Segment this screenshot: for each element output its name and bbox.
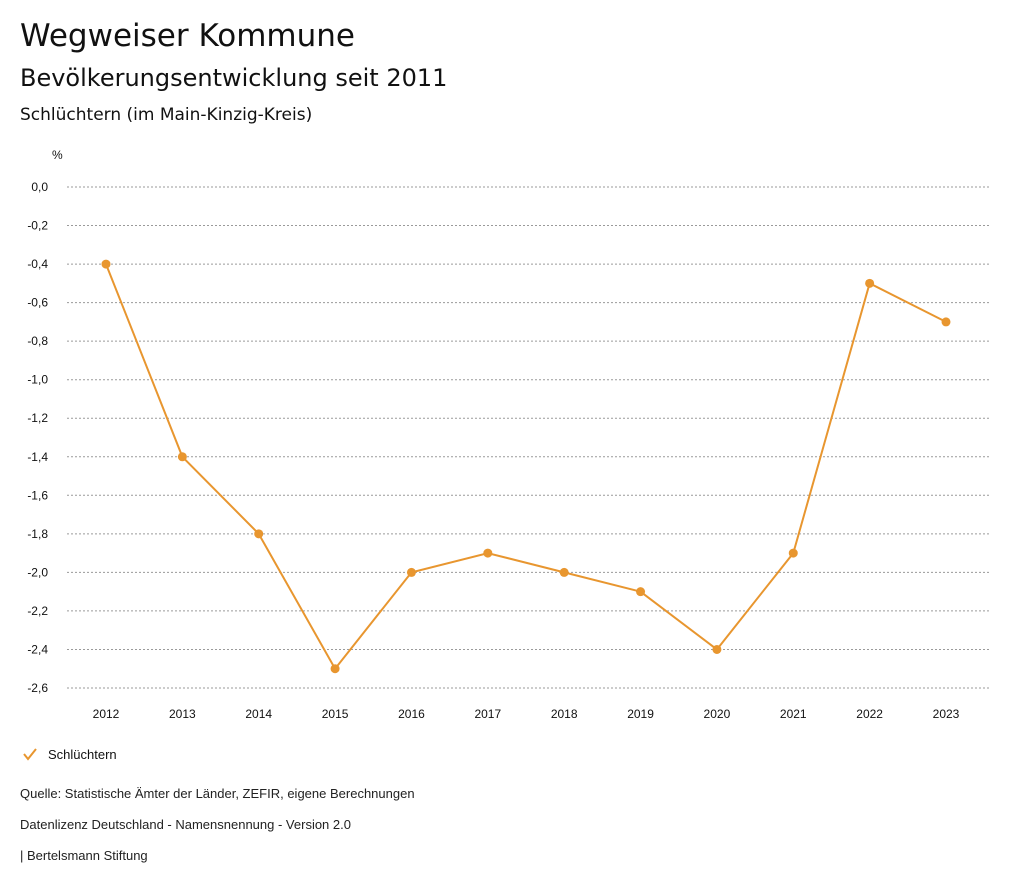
x-tick-label: 2022 xyxy=(856,707,883,721)
x-axis-ticks: 2012 2013 2014 2015 2016 2017 2018 2019 2020 2021… xyxy=(93,707,960,721)
grid-lines xyxy=(67,186,990,689)
legend-label: Schlüchtern xyxy=(48,746,117,762)
x-tick-label: 2016 xyxy=(398,707,425,721)
y-tick-label: -0,4 xyxy=(27,257,48,271)
data-point xyxy=(941,317,951,327)
data-point xyxy=(788,548,798,558)
y-tick-label: -2,2 xyxy=(27,604,48,618)
line-chart: % 0,0 -0,2 -0,4 -0,6 -0,8 -1,0 -1,2 -1,4 -1,6 -1,… xyxy=(27,148,990,721)
y-tick-label: -2,4 xyxy=(27,642,48,656)
x-tick-label: 2014 xyxy=(245,707,272,721)
license-note: Datenlizenz Deutschland - Namensnennung … xyxy=(20,817,351,832)
x-tick-label: 2020 xyxy=(704,707,731,721)
y-axis-unit: % xyxy=(52,148,63,162)
data-point xyxy=(177,452,187,462)
data-point xyxy=(636,587,646,597)
data-point xyxy=(330,664,340,674)
data-point xyxy=(483,548,493,558)
x-tick-label: 2021 xyxy=(780,707,807,721)
data-point xyxy=(101,259,111,269)
x-tick-label: 2019 xyxy=(627,707,654,721)
x-tick-label: 2023 xyxy=(933,707,960,721)
y-tick-label: -2,0 xyxy=(27,565,48,579)
y-axis-ticks: 0,0 -0,2 -0,4 -0,6 -0,8 -1,0 -1,2 -1,4 -1,6 -1,8 -… xyxy=(27,180,48,695)
x-tick-label: 2017 xyxy=(474,707,501,721)
y-tick-label: -0,6 xyxy=(27,296,48,310)
legend[interactable]: Schlüchtern xyxy=(20,745,117,763)
y-tick-label: -1,8 xyxy=(27,527,48,541)
y-tick-label: -2,6 xyxy=(27,681,48,695)
y-tick-label: 0,0 xyxy=(31,180,48,194)
check-icon xyxy=(23,748,37,761)
y-tick-label: -1,0 xyxy=(27,373,48,387)
source-note: Quelle: Statistische Ämter der Länder, Z… xyxy=(20,786,415,801)
y-tick-label: -0,2 xyxy=(27,219,48,233)
data-point xyxy=(865,278,875,288)
series-line xyxy=(105,263,947,671)
page-title: Wegweiser Kommune xyxy=(20,18,355,54)
y-tick-label: -1,4 xyxy=(27,450,48,464)
publisher-note: | Bertelsmann Stiftung xyxy=(20,848,148,863)
data-point xyxy=(712,644,722,654)
y-tick-label: -0,8 xyxy=(27,334,48,348)
x-tick-label: 2013 xyxy=(169,707,196,721)
y-tick-label: -1,2 xyxy=(27,411,48,425)
data-point xyxy=(254,529,264,539)
x-tick-label: 2018 xyxy=(551,707,578,721)
y-tick-label: -1,6 xyxy=(27,488,48,502)
x-tick-label: 2015 xyxy=(322,707,349,721)
region-label: Schlüchtern (im Main-Kinzig-Kreis) xyxy=(20,105,313,125)
data-point xyxy=(406,567,416,577)
series-schluechtern xyxy=(101,259,951,674)
chart-subtitle: Bevölkerungsentwicklung seit 2011 xyxy=(20,64,448,92)
x-tick-label: 2012 xyxy=(93,707,120,721)
data-point xyxy=(559,567,569,577)
